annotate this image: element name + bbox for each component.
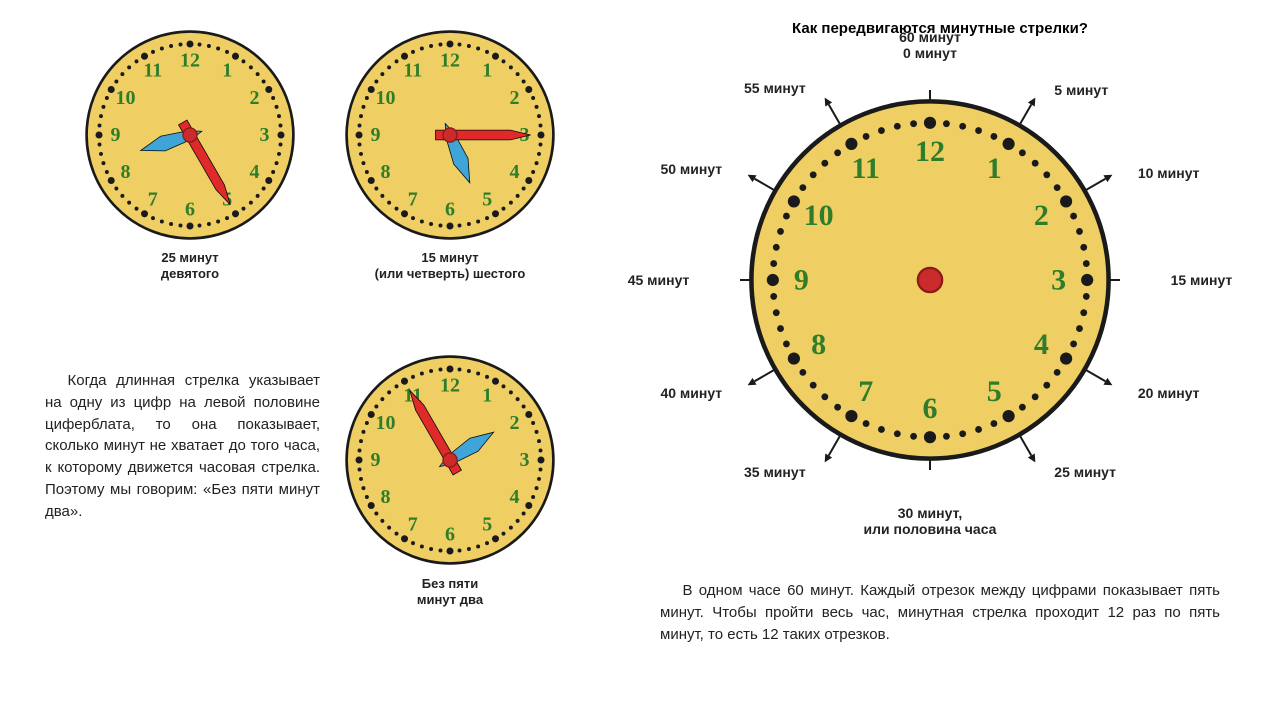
svg-text:9: 9 [371, 449, 381, 471]
clock-face: 121234567891011 [80, 25, 300, 245]
svg-text:11: 11 [403, 60, 422, 82]
clock-caption: Без пятиминут два [340, 576, 560, 609]
svg-text:4: 4 [509, 486, 519, 508]
clock-caption: 25 минутдевятого [80, 250, 300, 283]
svg-text:4: 4 [249, 161, 259, 183]
minute-label: 30 минут,или половина часа [864, 505, 997, 537]
svg-text:4: 4 [509, 161, 519, 183]
svg-text:10: 10 [376, 87, 396, 109]
svg-text:2: 2 [1034, 199, 1049, 232]
svg-text:12: 12 [180, 50, 200, 72]
svg-text:7: 7 [408, 188, 418, 210]
svg-text:7: 7 [858, 375, 873, 408]
svg-text:10: 10 [376, 412, 396, 434]
svg-text:7: 7 [148, 188, 158, 210]
minute-label: 45 минут [628, 272, 690, 288]
minute-label: 40 минут [660, 385, 722, 401]
para-right: В одном часе 60 минут. Каждый отрезок ме… [660, 580, 1220, 645]
svg-text:9: 9 [111, 124, 121, 146]
svg-text:5: 5 [482, 513, 492, 535]
svg-text:9: 9 [794, 264, 809, 297]
svg-text:6: 6 [445, 523, 455, 545]
svg-text:2: 2 [509, 87, 519, 109]
minute-label: 5 минут [1054, 82, 1108, 98]
svg-text:1: 1 [482, 385, 492, 407]
svg-text:10: 10 [804, 199, 834, 232]
svg-text:10: 10 [116, 87, 136, 109]
minute-label: 10 минут [1138, 165, 1200, 181]
svg-text:9: 9 [371, 124, 381, 146]
svg-text:7: 7 [408, 513, 418, 535]
svg-text:6: 6 [445, 198, 455, 220]
clock-face-minutes-reference: 121234567891011 [740, 90, 1120, 470]
svg-text:1: 1 [482, 60, 492, 82]
svg-text:11: 11 [143, 60, 162, 82]
svg-text:12: 12 [915, 135, 945, 168]
minute-label: 60 минут0 минут [899, 29, 961, 61]
para-left: Когда длинная стрелка указывает на одну … [45, 370, 320, 522]
minute-label: 25 минут [1054, 464, 1116, 480]
svg-text:5: 5 [987, 375, 1002, 408]
svg-text:1: 1 [222, 60, 232, 82]
svg-text:2: 2 [509, 412, 519, 434]
svg-text:8: 8 [811, 328, 826, 361]
minute-label: 35 минут [744, 464, 806, 480]
svg-text:12: 12 [440, 50, 460, 72]
clock-face: 121234567891011 [340, 25, 560, 245]
svg-text:4: 4 [1034, 328, 1049, 361]
svg-text:8: 8 [121, 161, 131, 183]
svg-text:5: 5 [482, 188, 492, 210]
clock-face: 121234567891011 [340, 350, 560, 570]
minute-label: 50 минут [660, 161, 722, 177]
svg-text:1: 1 [987, 152, 1002, 185]
minute-label: 15 минут [1171, 272, 1233, 288]
svg-text:3: 3 [1051, 264, 1066, 297]
svg-text:2: 2 [249, 87, 259, 109]
svg-text:3: 3 [259, 124, 269, 146]
minute-label: 20 минут [1138, 385, 1200, 401]
minute-label: 55 минут [744, 80, 806, 96]
svg-text:6: 6 [185, 198, 195, 220]
svg-text:3: 3 [519, 449, 529, 471]
svg-text:8: 8 [381, 161, 391, 183]
svg-text:8: 8 [381, 486, 391, 508]
clock-caption: 15 минут(или четверть) шестого [340, 250, 560, 283]
svg-text:6: 6 [923, 392, 938, 425]
svg-text:11: 11 [852, 152, 880, 185]
svg-text:12: 12 [440, 375, 460, 397]
